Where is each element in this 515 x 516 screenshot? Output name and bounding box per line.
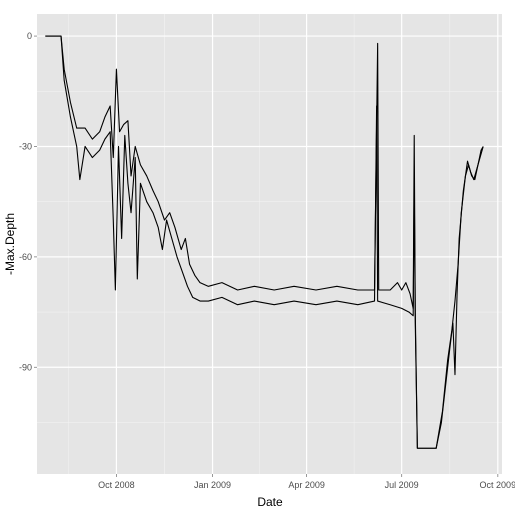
y-tick-label: 0 [27, 31, 32, 41]
x-tick-label: Oct 2009 [480, 480, 515, 490]
x-tick-label: Jul 2009 [385, 480, 419, 490]
major-gridlines [37, 14, 502, 474]
y-tick-label: -60 [19, 252, 32, 262]
x-axis-title: Date [257, 495, 283, 509]
series-line-2 [45, 35, 484, 449]
x-tick-label: Apr 2009 [288, 480, 325, 490]
x-tick-label: Jan 2009 [194, 480, 231, 490]
x-tick-label: Oct 2008 [98, 480, 135, 490]
y-axis-ticks: 0 -30 -60 -90 [19, 31, 37, 372]
series-lines [45, 35, 484, 449]
plot-panel [37, 14, 502, 474]
x-axis-ticks: Oct 2008 Jan 2009 Apr 2009 Jul 2009 Oct 2009 [98, 474, 515, 490]
y-tick-label: -30 [19, 141, 32, 151]
y-tick-label: -90 [19, 362, 32, 372]
y-axis-title: -Max.Depth [3, 213, 17, 275]
